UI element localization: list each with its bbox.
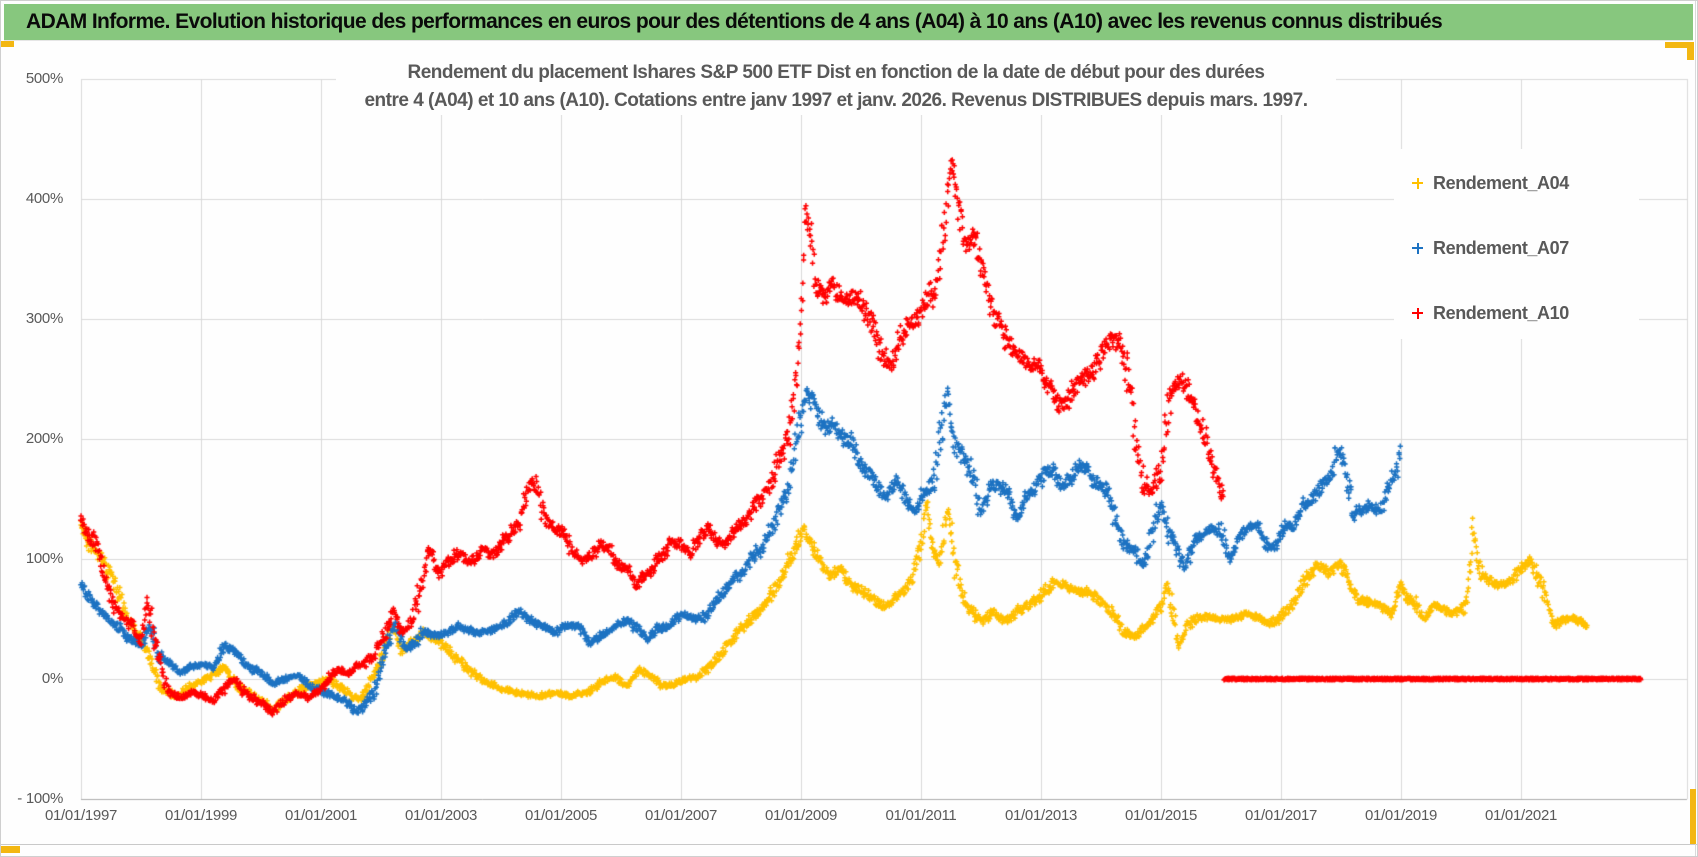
x-tick-label: 01/01/2021 (1484, 807, 1558, 824)
plus-marker-icon (1412, 307, 1423, 319)
legend-label: Rendement_A07 (1433, 237, 1569, 258)
x-tick-label: 01/01/2019 (1364, 807, 1438, 824)
selection-handle-top-right-v[interactable] (1687, 42, 1694, 60)
legend-item-rendement-a07[interactable]: Rendement_A07 (1412, 236, 1569, 260)
chart-title: Rendement du placement Ishares S&P 500 E… (336, 59, 1336, 115)
y-tick-label: 0% (41, 670, 63, 687)
plus-marker-icon (1412, 242, 1423, 254)
bottom-divider-line (1, 844, 1697, 845)
legend-label: Rendement_A04 (1433, 172, 1569, 193)
x-tick-label: 01/01/2009 (764, 807, 838, 824)
right-window-edge-line (1695, 1, 1696, 856)
y-tick-label: 400% (25, 190, 63, 207)
legend-item-rendement-a10[interactable]: Rendement_A10 (1412, 301, 1569, 325)
y-tick-label: 100% (25, 550, 63, 567)
y-tick-label: 500% (25, 70, 63, 87)
x-tick-label: 01/01/2013 (1004, 807, 1078, 824)
plus-marker-icon (1412, 177, 1423, 189)
x-tick-label: 01/01/2001 (284, 807, 358, 824)
legend: Rendement_A04 Rendement_A07 Rendement_A1… (1394, 149, 1639, 339)
x-tick-label: 01/01/2011 (885, 807, 957, 824)
chart-title-line1: Rendement du placement Ishares S&P 500 E… (407, 62, 1265, 83)
x-tick-label: 01/01/2003 (404, 807, 478, 824)
selection-handle-right-strip[interactable] (1690, 789, 1696, 844)
x-tick-label: 01/01/2005 (524, 807, 598, 824)
x-tick-label: 01/01/1997 (44, 807, 118, 824)
y-tick-label: 300% (25, 310, 63, 327)
y-tick-label: 200% (25, 430, 63, 447)
x-tick-label: 01/01/2017 (1244, 807, 1318, 824)
x-tick-label: 01/01/2007 (644, 807, 718, 824)
y-tick-label: - 100% (17, 790, 63, 807)
x-tick-label: 01/01/1999 (164, 807, 238, 824)
selection-handle-bottom-left[interactable] (1, 846, 20, 853)
x-tick-label: 01/01/2015 (1124, 807, 1198, 824)
selection-handle-top-left[interactable] (1, 41, 14, 47)
legend-item-rendement-a04[interactable]: Rendement_A04 (1412, 171, 1569, 195)
legend-label: Rendement_A10 (1433, 302, 1569, 323)
selection-handle-top-right-h[interactable] (1665, 42, 1694, 48)
chart-title-line2: entre 4 (A04) et 10 ans (A10). Cotations… (364, 90, 1308, 111)
